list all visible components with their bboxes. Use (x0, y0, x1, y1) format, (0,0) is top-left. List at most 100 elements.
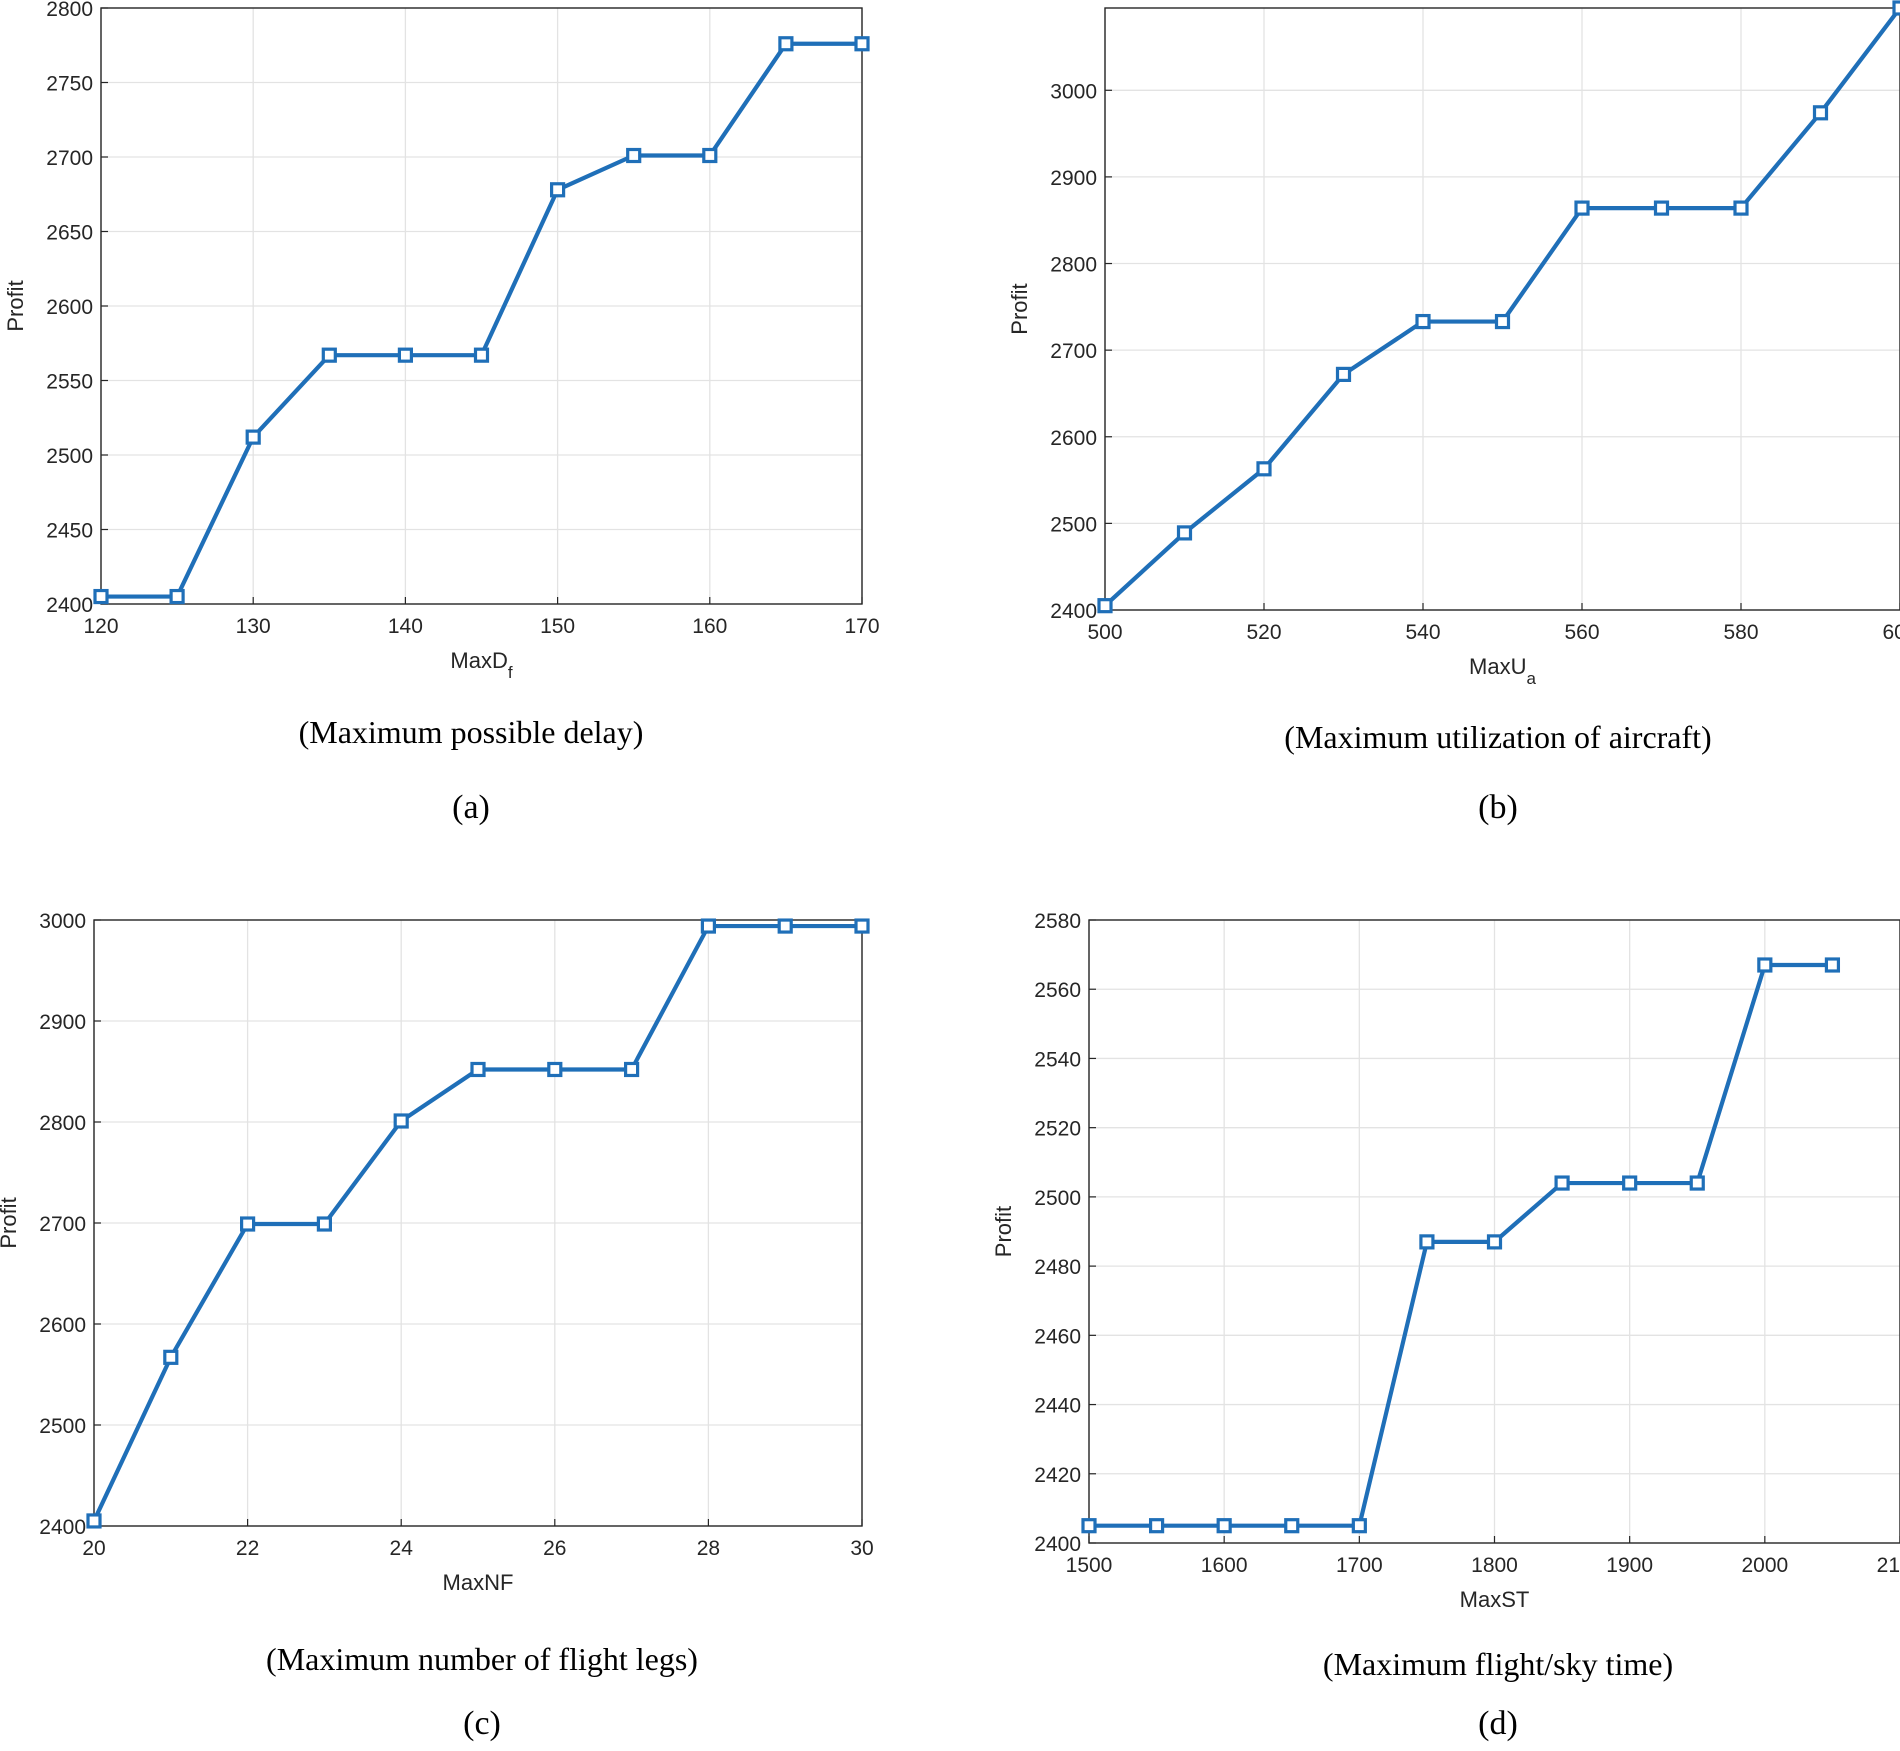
data-point-marker (1622, 1175, 1638, 1191)
y-tick-label: 2550 (46, 371, 93, 394)
y-tick-label: 2800 (1050, 254, 1097, 277)
x-axis-label: MaxNF (443, 1570, 514, 1595)
data-point-marker (777, 918, 793, 934)
data-point-marker (1419, 1234, 1435, 1250)
data-point-marker (1176, 525, 1193, 541)
x-tick-label: 28 (697, 1537, 720, 1560)
data-point-marker (1486, 1234, 1503, 1250)
panel-a: 120 130 140 150 160 170 2400 2450 2500 2550 2600 26… (3, 0, 880, 826)
data-point-marker (1097, 598, 1113, 614)
series-line (1089, 962, 1833, 1528)
x-axis-label-subscript: f (508, 663, 513, 682)
data-point-marker (623, 1061, 640, 1078)
x-axis-label: MaxUa (1469, 654, 1536, 688)
data-point-marker (316, 1216, 332, 1232)
panel-tag: (a) (452, 789, 490, 826)
y-tick-label: 2600 (1050, 427, 1097, 450)
panel-tag: (d) (1478, 1705, 1518, 1742)
axes-box (1104, 7, 1900, 611)
x-tick-label: 600 (1882, 621, 1900, 644)
y-tick-label: 2580 (1034, 910, 1081, 933)
data-point-marker (700, 918, 717, 934)
data-point-marker (397, 347, 413, 363)
data-point-marker (854, 36, 870, 52)
x-axis-label-text: MaxST (1460, 1587, 1530, 1612)
x-tick-label: 2000 (1741, 1554, 1788, 1577)
data-point-marker (163, 1349, 179, 1365)
data-point-marker (1892, 0, 1900, 16)
data-point-marker (1757, 957, 1773, 973)
y-tick-label: 2500 (1034, 1187, 1081, 1210)
y-tick-label: 2750 (46, 73, 93, 96)
data-point-marker (1415, 313, 1431, 330)
y-tick-label: 2800 (39, 1112, 86, 1135)
data-point-marker (86, 1513, 102, 1529)
x-tick-label: 22 (236, 1537, 259, 1560)
x-tick-label: 520 (1246, 621, 1281, 644)
x-tick-label: 540 (1405, 621, 1440, 644)
panel-b: 500 520 540 560 580 600 2400 2500 2600 2700 2800 29… (1007, 0, 1900, 826)
x-tick-label: 160 (692, 615, 727, 638)
x-tick-label: 560 (1564, 621, 1599, 644)
data-point-marker (1081, 1518, 1097, 1534)
y-tick-label: 2500 (1050, 513, 1097, 536)
panel-caption: (Maximum flight/sky time) (1323, 1646, 1673, 1682)
x-axis-label: MaxDf (450, 648, 512, 682)
y-tick-label: 3000 (39, 910, 86, 933)
data-point-marker (778, 36, 794, 52)
y-axis-label: Profit (991, 1206, 1016, 1257)
x-tick-label: 2100 (1877, 1554, 1900, 1577)
x-tick-label: 150 (540, 615, 575, 638)
x-tick-label: 580 (1723, 621, 1758, 644)
data-point-marker (1351, 1518, 1367, 1534)
data-point-marker (321, 347, 337, 363)
y-tick-label: 2500 (46, 445, 93, 468)
x-tick-label: 130 (236, 615, 271, 638)
x-tick-label: 140 (388, 615, 423, 638)
x-tick-label: 30 (850, 1537, 873, 1560)
y-tick-label: 2400 (46, 594, 93, 617)
y-tick-label: 2520 (1034, 1118, 1081, 1141)
x-axis-label-subscript: a (1526, 669, 1536, 688)
x-tick-label: 1600 (1201, 1554, 1248, 1577)
data-point-marker (1216, 1518, 1232, 1534)
data-point-marker (702, 147, 718, 164)
x-tick-label: 1700 (1336, 1554, 1383, 1577)
y-tick-label: 2400 (39, 1516, 86, 1539)
x-tick-label: 20 (82, 1537, 105, 1560)
series-line (101, 41, 862, 599)
x-tick-label: 170 (844, 615, 879, 638)
data-point-marker (1824, 957, 1841, 973)
data-point-marker (1733, 200, 1749, 216)
y-tick-label: 2500 (39, 1415, 86, 1438)
y-tick-label: 2650 (46, 222, 93, 245)
data-point-marker (1689, 1175, 1705, 1191)
y-tick-label: 3000 (1050, 80, 1097, 103)
x-axis-label-text: MaxD (450, 648, 507, 673)
y-tick-label: 2800 (46, 0, 93, 21)
y-tick-label: 2600 (46, 296, 93, 319)
data-point-marker (245, 429, 261, 445)
x-axis-label: MaxST (1460, 1587, 1530, 1612)
y-tick-label: 2450 (46, 520, 93, 543)
y-tick-label: 2560 (1034, 979, 1081, 1002)
y-tick-label: 2400 (1050, 600, 1097, 623)
data-point-marker (626, 147, 642, 164)
y-tick-label: 2460 (1034, 1325, 1081, 1348)
data-point-marker (547, 1061, 563, 1078)
panel-caption: (Maximum number of flight legs) (266, 1641, 698, 1677)
y-tick-label: 2900 (1050, 167, 1097, 190)
data-point-marker (1812, 105, 1829, 121)
data-point-marker (1653, 200, 1670, 216)
y-tick-label: 2600 (39, 1314, 86, 1337)
data-point-marker (1148, 1518, 1165, 1534)
y-tick-label: 2700 (39, 1213, 86, 1236)
panel-caption: (Maximum possible delay) (299, 714, 644, 750)
x-tick-label: 24 (390, 1537, 414, 1560)
data-point-marker (1574, 200, 1590, 216)
panel-d: 1500 1600 1700 1800 1900 2000 2100 2400 2420 2440… (991, 910, 1900, 1742)
panel-tag: (b) (1478, 789, 1518, 826)
x-tick-label: 26 (543, 1537, 566, 1560)
data-point-marker (169, 588, 185, 605)
x-tick-label: 1500 (1066, 1554, 1113, 1577)
